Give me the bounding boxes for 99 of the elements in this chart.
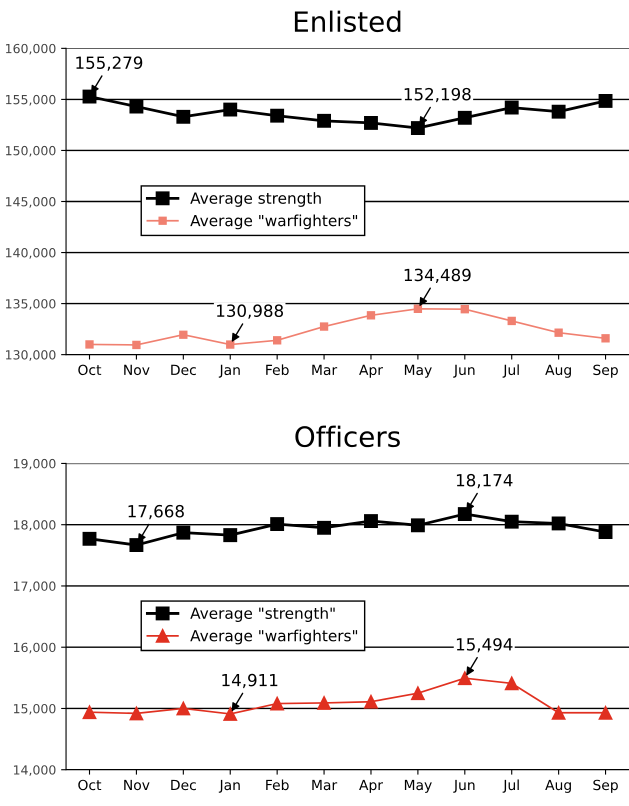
point [176, 702, 190, 716]
y-tick-label: 150,000 [6, 146, 56, 157]
point [458, 110, 472, 125]
point [223, 528, 238, 542]
point [272, 336, 282, 345]
point [364, 116, 378, 130]
point [223, 102, 238, 117]
point [129, 538, 144, 552]
x-tick-label: Jan [218, 780, 240, 793]
point [364, 694, 378, 709]
y-tick-label: 160,000 [6, 44, 56, 55]
y-tick-label: 155,000 [6, 94, 56, 106]
point [317, 696, 332, 710]
y-tick-label: 14,000 [14, 765, 56, 776]
x-tick-label: Sep [593, 780, 618, 793]
y-tick-label: 135,000 [6, 299, 56, 310]
point [270, 517, 284, 532]
y-tick-label: 17,000 [14, 581, 56, 592]
point [129, 706, 144, 720]
point [458, 507, 472, 521]
point [226, 340, 234, 349]
y-tick-label: 18,000 [14, 520, 56, 531]
point [554, 328, 563, 337]
annotation: 152,198 [404, 88, 471, 102]
point [598, 706, 612, 720]
point [270, 696, 284, 711]
point [508, 316, 516, 326]
x-tick-label: Dec [171, 364, 196, 376]
point [410, 686, 425, 700]
y-tick-label: 130,000 [6, 350, 56, 361]
x-tick-label: Jan [218, 364, 240, 378]
chart-title: Officers [295, 426, 400, 448]
annotation: 134,489 [404, 268, 471, 283]
point [176, 526, 190, 540]
x-tick-label: Oct [78, 780, 102, 790]
x-tick-label: Jul [502, 364, 519, 378]
point [414, 304, 422, 313]
point [601, 334, 610, 342]
legend-label: Average "warfighters" [190, 630, 358, 644]
point [598, 94, 612, 108]
point [552, 516, 566, 530]
x-tick-label: May [404, 780, 432, 793]
annotation: 18,174 [456, 474, 512, 488]
x-tick-label: Feb [266, 779, 289, 790]
point [410, 121, 425, 135]
point [132, 340, 141, 350]
point [364, 514, 378, 528]
annotation: 130,988 [217, 304, 284, 319]
annotation: 17,668 [128, 504, 184, 520]
point [504, 100, 519, 115]
y-tick-label: 145,000 [6, 196, 56, 208]
point [82, 532, 96, 546]
x-tick-label: Dec [171, 780, 196, 790]
point [366, 311, 376, 320]
point [504, 514, 519, 529]
point [552, 706, 566, 720]
point [82, 705, 96, 720]
legend-label: Average strength [190, 192, 321, 207]
x-tick-label: May [404, 364, 432, 378]
x-tick-label: Apr [359, 364, 383, 378]
point [552, 104, 566, 119]
x-tick-label: Oct [78, 364, 102, 376]
x-tick-label: Nov [124, 364, 150, 376]
point [460, 305, 469, 314]
point [458, 671, 472, 686]
x-tick-label: Mar [312, 780, 338, 790]
legend-label: Average "warfighters" [190, 214, 358, 230]
annotation: 14,911 [222, 674, 278, 688]
x-tick-label: Jun [453, 364, 474, 378]
x-tick-label: Sep [593, 364, 618, 378]
x-tick-label: Apr [359, 780, 383, 793]
x-tick-label: Aug [545, 364, 571, 378]
point [320, 322, 328, 331]
point [317, 114, 332, 128]
y-tick-label: 16,000 [14, 642, 56, 654]
point [82, 90, 96, 104]
point [270, 108, 284, 123]
point [410, 518, 425, 532]
point [129, 100, 144, 114]
legend-label: Average "strength" [190, 607, 335, 622]
annotation: 155,279 [76, 56, 142, 71]
x-tick-label: Aug [545, 780, 571, 793]
point [85, 340, 94, 349]
chart-title: Enlisted [294, 10, 400, 32]
x-tick-label: Jul [502, 779, 519, 793]
y-tick-label: 19,000 [14, 458, 56, 470]
x-tick-label: Nov [124, 780, 150, 790]
y-tick-label: 140,000 [6, 248, 56, 259]
x-tick-label: Feb [266, 364, 289, 376]
y-tick-label: 15,000 [14, 704, 56, 715]
point [317, 520, 332, 535]
point [598, 525, 612, 539]
point [179, 330, 188, 339]
point [176, 110, 190, 124]
point [504, 676, 519, 690]
x-tick-label: Jun [453, 780, 474, 793]
point [223, 706, 238, 721]
annotation: 15,494 [456, 638, 512, 652]
x-tick-label: Mar [312, 364, 338, 376]
